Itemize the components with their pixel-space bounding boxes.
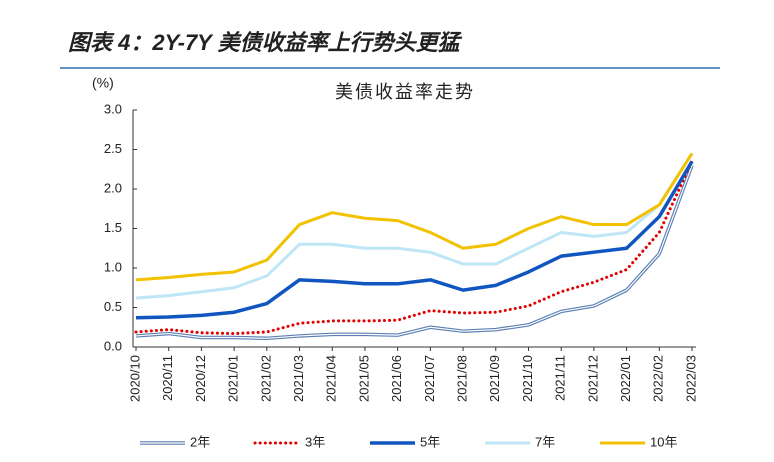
x-tick-label: 2022/02 bbox=[651, 355, 666, 402]
x-tick-label: 2021/09 bbox=[487, 355, 502, 402]
legend-label: 10年 bbox=[650, 434, 677, 449]
y-tick-label: 0.5 bbox=[104, 299, 122, 314]
x-tick-label: 2021/06 bbox=[389, 355, 404, 402]
y-tick-label: 2.0 bbox=[104, 180, 122, 195]
series-line bbox=[135, 152, 694, 300]
series-line bbox=[135, 160, 694, 320]
x-tick-label: 2021/02 bbox=[258, 355, 273, 402]
x-tick-label: 2022/01 bbox=[618, 355, 633, 402]
x-tick-label: 2021/10 bbox=[520, 355, 535, 402]
legend-label: 7年 bbox=[535, 434, 555, 449]
x-tick-label: 2022/03 bbox=[683, 355, 698, 402]
x-tick-label: 2020/12 bbox=[193, 355, 208, 402]
page-title: 图表 4：2Y-7Y 美债收益率上行势头更猛 bbox=[68, 30, 463, 55]
x-tick-label: 2021/05 bbox=[356, 355, 371, 402]
y-tick-label: 0.0 bbox=[104, 338, 122, 353]
y-axis-label: (%) bbox=[92, 75, 114, 91]
y-tick-label: 1.0 bbox=[104, 259, 122, 274]
x-tick-label: 2021/11 bbox=[553, 355, 568, 401]
x-tick-label: 2021/01 bbox=[226, 355, 241, 402]
x-tick-label: 2021/04 bbox=[324, 355, 339, 402]
x-tick-label: 2020/10 bbox=[127, 355, 142, 402]
x-tick-label: 2021/07 bbox=[422, 355, 437, 402]
x-tick-label: 2020/11 bbox=[160, 355, 175, 401]
series-line bbox=[135, 165, 693, 339]
x-tick-label: 2021/12 bbox=[585, 355, 600, 402]
series-line bbox=[135, 152, 694, 282]
legend-label: 2年 bbox=[190, 434, 210, 449]
series-line bbox=[134, 159, 694, 336]
legend-label: 5年 bbox=[420, 434, 440, 449]
y-tick-label: 1.5 bbox=[104, 220, 122, 235]
x-tick-label: 2021/03 bbox=[291, 355, 306, 402]
y-tick-label: 3.0 bbox=[104, 101, 122, 116]
x-tick-label: 2021/08 bbox=[454, 355, 469, 402]
chart-title: 美债收益率走势 bbox=[335, 82, 475, 102]
legend-label: 3年 bbox=[305, 434, 325, 449]
y-tick-label: 2.5 bbox=[104, 141, 122, 156]
